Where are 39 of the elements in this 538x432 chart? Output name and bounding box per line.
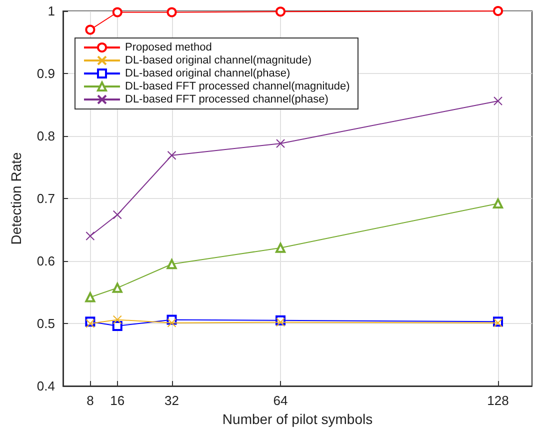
point — [493, 6, 504, 16]
point — [493, 198, 504, 208]
point — [494, 96, 503, 106]
y-tick-label: 0.8 — [36, 128, 55, 144]
point — [112, 210, 122, 220]
point — [86, 232, 95, 240]
y-tick-label: 0.9 — [36, 66, 55, 81]
point — [112, 315, 122, 324]
point — [167, 150, 176, 160]
legend-label: DL-based FFT processed channel(phase) — [125, 94, 328, 106]
point — [85, 24, 96, 35]
point — [112, 7, 122, 18]
point — [167, 318, 176, 328]
y-tick-label: 0.4 — [36, 378, 55, 394]
x-axis-title: Number of pilot symbols — [222, 410, 373, 427]
legend-label: DL-based FFT processed channel(magnitude) — [125, 80, 350, 92]
point — [276, 6, 286, 17]
point — [276, 242, 286, 253]
legend-label: DL-based original channel(phase) — [125, 68, 290, 80]
x-tick-label: 8 — [86, 393, 94, 408]
point — [85, 292, 96, 302]
point — [166, 7, 177, 18]
y-tick-label: 0.6 — [36, 254, 55, 268]
point — [166, 259, 177, 270]
x-tick-label: 64 — [273, 393, 288, 408]
y-axis-title: Detection Rate — [8, 152, 24, 245]
y-tick-label: 1 — [48, 4, 55, 18]
legend-label: Proposed method — [125, 42, 212, 54]
point — [276, 139, 286, 148]
y-tick-label: 0.7 — [36, 191, 55, 206]
x-tick-label: 128 — [487, 393, 509, 408]
point — [86, 319, 95, 328]
y-tick-label: 0.5 — [36, 316, 55, 331]
x-tick-label: 16 — [110, 393, 125, 408]
legend-label: DL-based original channel(magnitude) — [125, 54, 312, 66]
point — [276, 318, 286, 327]
point — [112, 282, 122, 293]
point — [112, 321, 122, 331]
x-tick-label: 32 — [164, 393, 179, 408]
